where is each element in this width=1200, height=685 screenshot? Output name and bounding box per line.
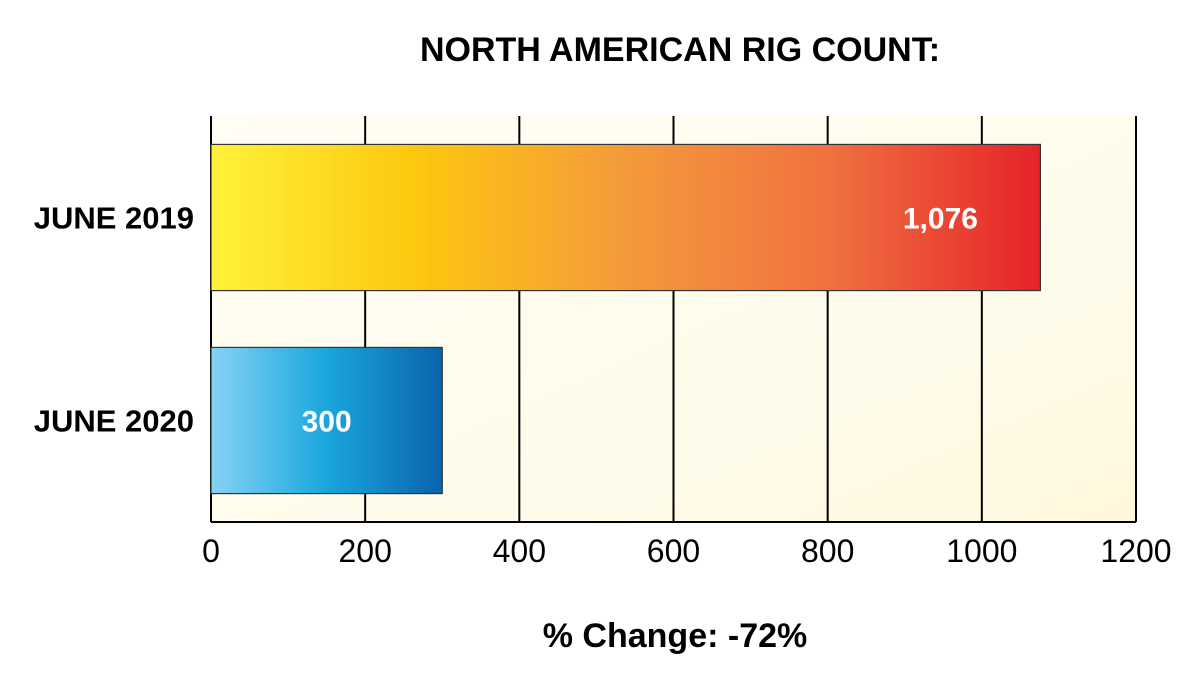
chart-title: NORTH AMERICAN RIG COUNT: (420, 31, 940, 69)
x-tick-label-1: 200 (338, 533, 391, 569)
category-label-0: JUNE 2019 (34, 201, 194, 236)
category-labels: JUNE 2019 JUNE 2020 (34, 201, 194, 439)
x-tick-label-3: 600 (647, 533, 700, 569)
x-tick-label-5: 1000 (946, 533, 1017, 569)
bar-1 (210, 346, 443, 495)
bars (210, 143, 1042, 495)
x-tick-label-2: 400 (493, 533, 546, 569)
x-tick-label-0: 0 (202, 533, 220, 569)
percent-change-text: % Change: -72% (543, 617, 808, 655)
x-tick-label-4: 800 (801, 533, 854, 569)
bar-0 (210, 143, 1042, 292)
data-label-0: 1,076 (903, 203, 978, 236)
data-label-1: 300 (302, 406, 352, 439)
data-labels: 1,076 300 (302, 203, 978, 439)
category-label-1: JUNE 2020 (34, 404, 194, 439)
x-tick-label-6: 1200 (1100, 533, 1171, 569)
x-tick-labels: 0 200 400 600 800 1000 1200 (202, 533, 1171, 569)
